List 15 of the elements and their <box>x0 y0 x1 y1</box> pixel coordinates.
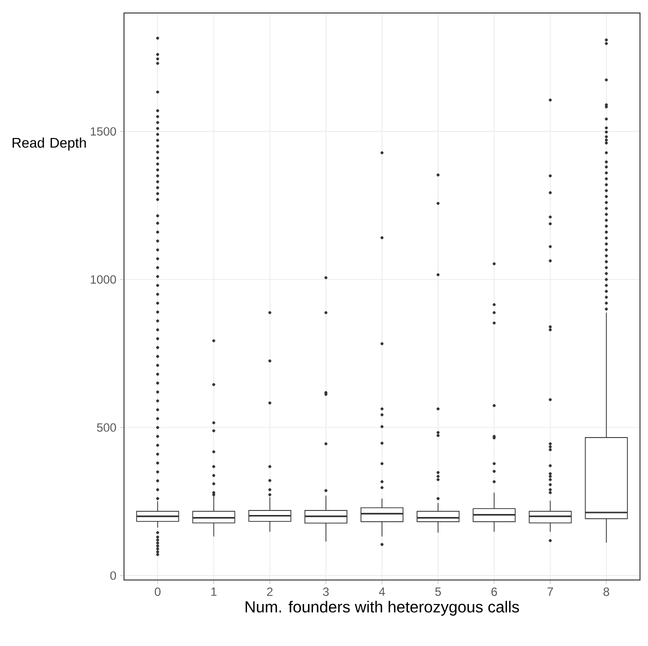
x-tick-label: 3 <box>323 588 329 596</box>
y-tick-label: 0 <box>110 571 116 580</box>
x-tick-label: 8 <box>604 588 610 596</box>
x-tick-label: 6 <box>491 588 497 596</box>
x-tick-label: 5 <box>435 588 441 596</box>
y-tick-label: 1500 <box>90 127 116 136</box>
y-tick-label: 1000 <box>90 275 116 284</box>
x-axis-title: Num. founders with heterozygous calls <box>246 600 519 616</box>
y-axis-title: Read Depth <box>12 138 86 151</box>
x-tick-label: 2 <box>267 588 273 596</box>
x-tick-label: 0 <box>154 588 161 596</box>
x-tick-label: 1 <box>211 588 216 596</box>
y-tick-label: 500 <box>97 423 116 432</box>
x-tick-label: 7 <box>548 588 553 596</box>
x-tick-label: 4 <box>378 588 385 596</box>
